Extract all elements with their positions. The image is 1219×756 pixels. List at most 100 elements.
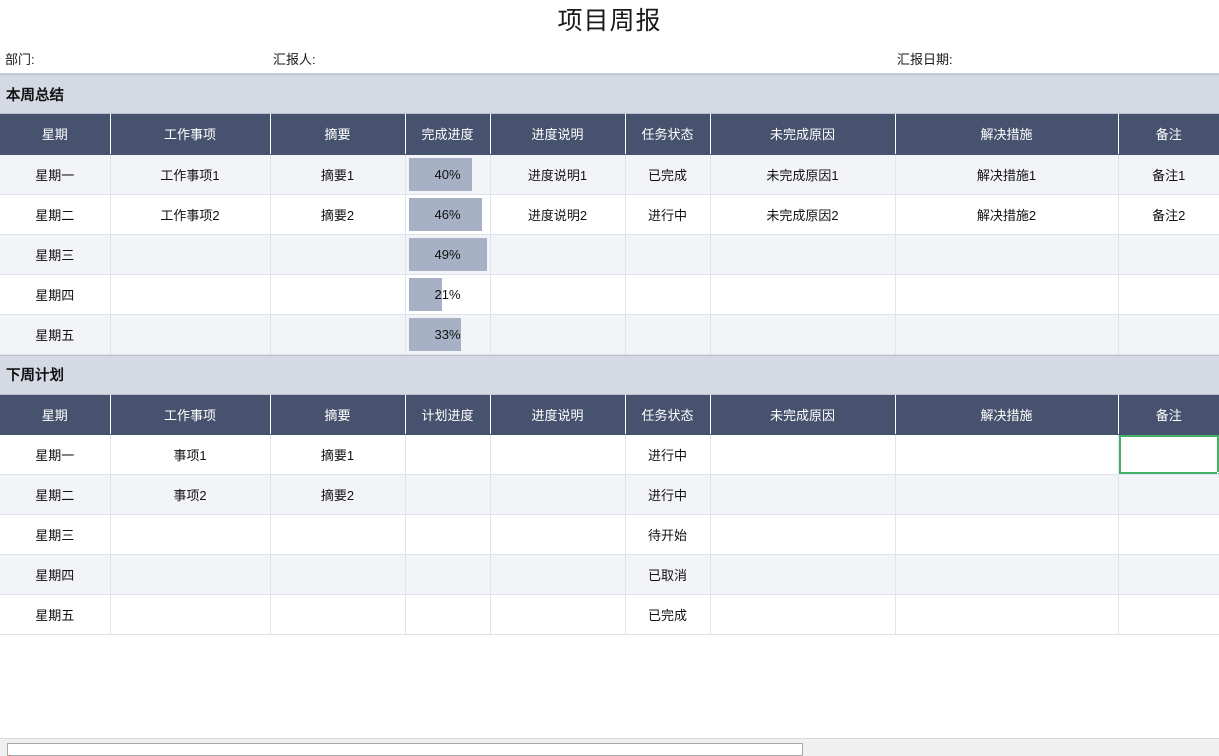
cell-remark-selected[interactable] xyxy=(1118,434,1219,475)
cell-summary[interactable] xyxy=(270,234,406,275)
cell-work-item[interactable] xyxy=(110,554,271,595)
cell-day[interactable]: 星期三 xyxy=(0,234,111,275)
cell-work-item[interactable] xyxy=(110,594,271,635)
cell-work-item[interactable] xyxy=(110,314,271,355)
column-header-reason[interactable]: 未完成原因 xyxy=(710,394,896,435)
cell-task-status[interactable]: 进行中 xyxy=(625,434,711,475)
cell-solution[interactable] xyxy=(895,434,1119,475)
cell-work-item[interactable]: 工作事项1 xyxy=(110,154,271,195)
cell-progress-note[interactable] xyxy=(490,314,626,355)
cell-work-item[interactable]: 工作事项2 xyxy=(110,194,271,235)
cell-reason[interactable] xyxy=(710,434,896,475)
cell-progress-note[interactable]: 进度说明2 xyxy=(490,194,626,235)
cell-remark[interactable]: 备注1 xyxy=(1118,154,1219,195)
cell-progress[interactable]: 33% xyxy=(405,314,491,355)
cell-day[interactable]: 星期五 xyxy=(0,314,111,355)
cell-day[interactable]: 星期一 xyxy=(0,154,111,195)
cell-task-status[interactable] xyxy=(625,274,711,315)
cell-solution[interactable] xyxy=(895,554,1119,595)
column-header-solution[interactable]: 解决措施 xyxy=(895,114,1119,155)
horizontal-scrollbar[interactable] xyxy=(0,738,1219,756)
cell-planned-progress[interactable] xyxy=(405,474,491,515)
cell-planned-progress[interactable] xyxy=(405,554,491,595)
column-header-progress-note[interactable]: 进度说明 xyxy=(490,114,626,155)
cell-reason[interactable] xyxy=(710,314,896,355)
cell-task-status[interactable] xyxy=(625,234,711,275)
column-header-remark[interactable]: 备注 xyxy=(1118,394,1219,435)
cell-progress-note[interactable] xyxy=(490,234,626,275)
column-header-solution[interactable]: 解决措施 xyxy=(895,394,1119,435)
cell-summary[interactable]: 摘要1 xyxy=(270,434,406,475)
cell-planned-progress[interactable] xyxy=(405,594,491,635)
cell-remark[interactable] xyxy=(1118,314,1219,355)
cell-task-status[interactable]: 已取消 xyxy=(625,554,711,595)
cell-remark[interactable] xyxy=(1118,474,1219,515)
cell-day[interactable]: 星期二 xyxy=(0,474,111,515)
cell-planned-progress[interactable] xyxy=(405,434,491,475)
cell-summary[interactable]: 摘要1 xyxy=(270,154,406,195)
column-header-task-status[interactable]: 任务状态 xyxy=(625,394,711,435)
column-header-progress-note[interactable]: 进度说明 xyxy=(490,394,626,435)
cell-planned-progress[interactable] xyxy=(405,514,491,555)
cell-progress-note[interactable] xyxy=(490,554,626,595)
cell-solution[interactable]: 解决措施2 xyxy=(895,194,1119,235)
column-header-work-item[interactable]: 工作事项 xyxy=(110,394,271,435)
cell-progress-note[interactable] xyxy=(490,594,626,635)
horizontal-scrollbar-track[interactable] xyxy=(3,741,1216,756)
cell-reason[interactable] xyxy=(710,554,896,595)
cell-day[interactable]: 星期三 xyxy=(0,514,111,555)
cell-progress-note[interactable] xyxy=(490,474,626,515)
cell-task-status[interactable] xyxy=(625,314,711,355)
cell-reason[interactable]: 未完成原因2 xyxy=(710,194,896,235)
cell-day[interactable]: 星期四 xyxy=(0,274,111,315)
column-header-day[interactable]: 星期 xyxy=(0,114,111,155)
horizontal-scrollbar-thumb[interactable] xyxy=(7,743,803,756)
cell-progress[interactable]: 49% xyxy=(405,234,491,275)
column-header-summary[interactable]: 摘要 xyxy=(270,114,406,155)
cell-solution[interactable] xyxy=(895,274,1119,315)
column-header-task-status[interactable]: 任务状态 xyxy=(625,114,711,155)
cell-reason[interactable]: 未完成原因1 xyxy=(710,154,896,195)
cell-solution[interactable] xyxy=(895,314,1119,355)
cell-task-status[interactable]: 已完成 xyxy=(625,154,711,195)
cell-task-status[interactable]: 进行中 xyxy=(625,474,711,515)
cell-reason[interactable] xyxy=(710,594,896,635)
cell-reason[interactable] xyxy=(710,274,896,315)
cell-work-item[interactable] xyxy=(110,514,271,555)
cell-day[interactable]: 星期五 xyxy=(0,594,111,635)
cell-progress[interactable]: 46% xyxy=(405,194,491,235)
cell-progress-note[interactable] xyxy=(490,434,626,475)
column-header-planned-progress[interactable]: 计划进度 xyxy=(405,394,491,435)
cell-work-item[interactable]: 事项2 xyxy=(110,474,271,515)
column-header-summary[interactable]: 摘要 xyxy=(270,394,406,435)
cell-summary[interactable] xyxy=(270,274,406,315)
column-header-day[interactable]: 星期 xyxy=(0,394,111,435)
cell-summary[interactable]: 摘要2 xyxy=(270,474,406,515)
cell-work-item[interactable] xyxy=(110,274,271,315)
selection-fill-handle[interactable] xyxy=(1217,472,1219,474)
cell-task-status[interactable]: 待开始 xyxy=(625,514,711,555)
cell-solution[interactable] xyxy=(895,514,1119,555)
cell-solution[interactable] xyxy=(895,234,1119,275)
column-header-work-item[interactable]: 工作事项 xyxy=(110,114,271,155)
cell-reason[interactable] xyxy=(710,474,896,515)
cell-progress[interactable]: 40% xyxy=(405,154,491,195)
cell-work-item[interactable]: 事项1 xyxy=(110,434,271,475)
cell-progress-note[interactable]: 进度说明1 xyxy=(490,154,626,195)
cell-day[interactable]: 星期二 xyxy=(0,194,111,235)
cell-day[interactable]: 星期四 xyxy=(0,554,111,595)
cell-task-status[interactable]: 进行中 xyxy=(625,194,711,235)
report-date-label[interactable]: 汇报日期: xyxy=(897,52,953,67)
cell-work-item[interactable] xyxy=(110,234,271,275)
cell-day[interactable]: 星期一 xyxy=(0,434,111,475)
column-header-progress[interactable]: 完成进度 xyxy=(405,114,491,155)
cell-summary[interactable] xyxy=(270,514,406,555)
column-header-remark[interactable]: 备注 xyxy=(1118,114,1219,155)
cell-remark[interactable] xyxy=(1118,594,1219,635)
cell-summary[interactable] xyxy=(270,314,406,355)
cell-solution[interactable]: 解决措施1 xyxy=(895,154,1119,195)
cell-progress-note[interactable] xyxy=(490,514,626,555)
cell-remark[interactable] xyxy=(1118,514,1219,555)
cell-summary[interactable] xyxy=(270,594,406,635)
column-header-reason[interactable]: 未完成原因 xyxy=(710,114,896,155)
